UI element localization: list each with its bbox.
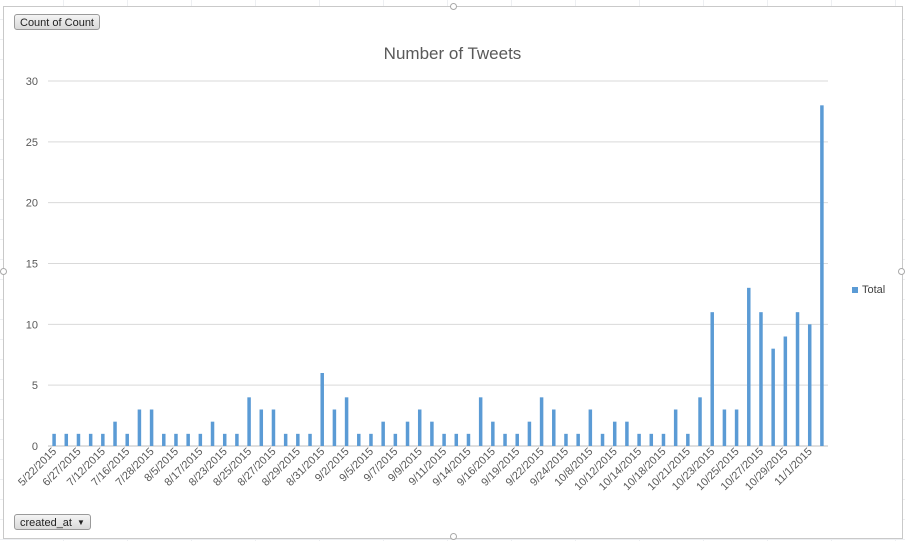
bar	[503, 433, 507, 446]
bar	[52, 433, 56, 446]
bar	[259, 409, 264, 446]
bar	[64, 433, 69, 446]
bar	[478, 397, 483, 446]
bar	[807, 324, 812, 446]
bar	[759, 312, 763, 446]
bar	[235, 433, 239, 446]
y-tick-label: 15	[26, 259, 38, 271]
bar	[442, 433, 446, 446]
bar	[210, 421, 215, 446]
bar	[722, 409, 727, 446]
y-tick-label: 5	[32, 380, 38, 392]
bar	[783, 336, 788, 446]
bar	[283, 433, 288, 446]
bar	[137, 409, 142, 446]
bar	[564, 433, 568, 446]
bar	[271, 409, 276, 446]
bar	[381, 421, 385, 446]
legend-label: Total	[862, 284, 886, 296]
bar	[686, 433, 690, 446]
bar	[113, 421, 117, 446]
bar	[76, 433, 81, 446]
bar	[222, 433, 227, 446]
bar	[625, 421, 629, 446]
bar	[576, 433, 580, 446]
bar	[539, 397, 544, 446]
bar	[491, 421, 495, 446]
bar	[661, 433, 666, 446]
y-tick-label: 10	[26, 319, 38, 331]
bar	[454, 433, 459, 446]
values-field-button[interactable]: Count of Count	[14, 14, 100, 30]
bar	[515, 433, 519, 446]
bar	[405, 421, 410, 446]
bar	[332, 409, 337, 446]
bar	[637, 433, 641, 446]
bar	[527, 421, 532, 446]
bar	[174, 433, 178, 446]
bar	[430, 421, 434, 446]
y-tick-label: 0	[32, 441, 38, 453]
chevron-down-icon: ▼	[76, 518, 85, 527]
resize-handle-left[interactable]	[0, 268, 7, 275]
bar	[308, 433, 312, 446]
legend-swatch	[852, 287, 858, 293]
bar	[466, 433, 471, 446]
bar	[369, 433, 373, 446]
bar	[393, 433, 398, 446]
bar	[600, 433, 605, 446]
bar	[88, 433, 93, 446]
bar	[344, 397, 349, 446]
y-tick-label: 25	[26, 137, 38, 149]
bar	[612, 421, 617, 446]
axis-field-label: created_at	[20, 517, 72, 529]
bar	[734, 409, 739, 446]
bar	[162, 433, 166, 446]
legend[interactable]: Total	[852, 284, 885, 296]
chart-title: Number of Tweets	[383, 44, 522, 63]
bar	[771, 348, 775, 446]
bar	[820, 105, 824, 446]
resize-handle-top[interactable]	[450, 3, 457, 10]
bar	[247, 397, 251, 446]
bar	[357, 433, 361, 446]
bar	[649, 433, 654, 446]
bar	[125, 433, 129, 446]
bar	[198, 433, 203, 446]
bar	[320, 373, 324, 446]
axis-field-button[interactable]: created_at ▼	[14, 514, 91, 530]
bar	[417, 409, 422, 446]
bar	[552, 409, 556, 446]
y-tick-label: 30	[26, 76, 38, 88]
y-tick-label: 20	[26, 198, 38, 210]
bar	[698, 397, 702, 446]
values-field-label: Count of Count	[20, 17, 94, 29]
bar	[673, 409, 678, 446]
bar	[149, 409, 154, 446]
resize-handle-bottom[interactable]	[450, 533, 457, 540]
bar	[588, 409, 593, 446]
bar	[186, 433, 190, 446]
bar	[747, 287, 751, 446]
bar	[710, 312, 714, 446]
bar	[101, 433, 105, 446]
bar	[296, 433, 300, 446]
bar	[795, 312, 800, 446]
chart-area[interactable]	[3, 6, 903, 539]
